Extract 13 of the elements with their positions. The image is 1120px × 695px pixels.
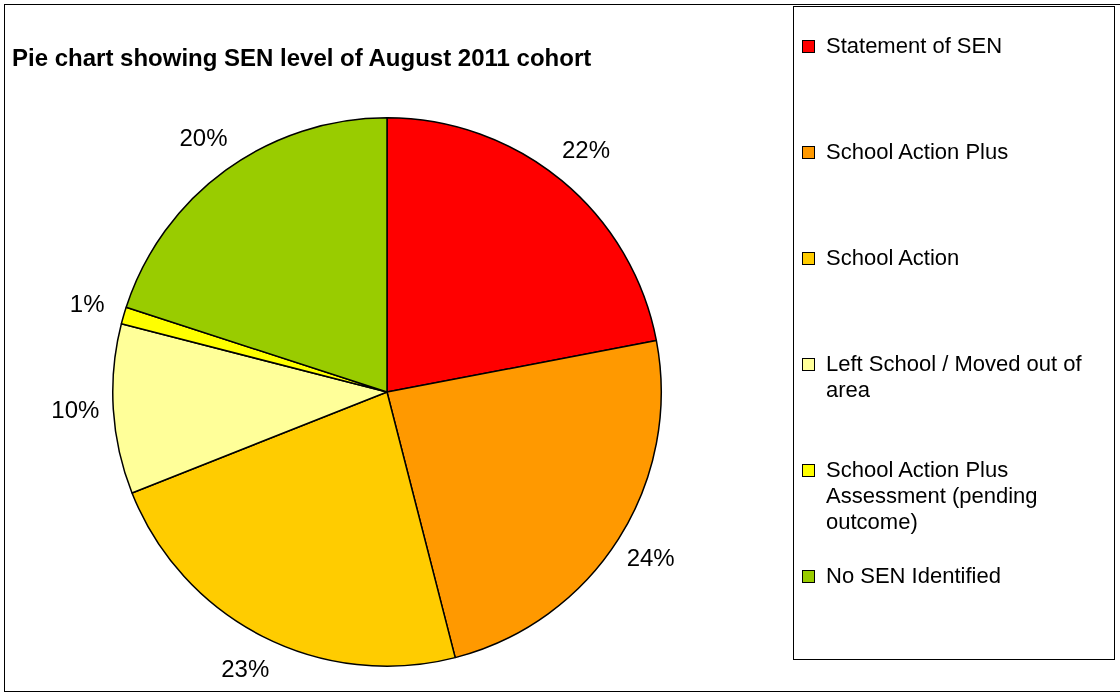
data-label: 23%	[221, 654, 270, 682]
data-label: 24%	[626, 543, 675, 571]
legend-label: Left School / Moved out of area	[826, 351, 1082, 402]
legend-label: No SEN Identified	[826, 563, 1001, 588]
data-label: 20%	[179, 124, 228, 152]
legend-label: School Action	[826, 245, 960, 270]
data-label: 22%	[562, 136, 611, 164]
data-label: 1%	[69, 289, 105, 317]
legend-label: School Action Plus Assessment (pending outcome)	[826, 457, 1038, 534]
text: Pie chart showing SEN level of August 2011 cohort	[12, 44, 592, 72]
legend-label: School Action Plus	[826, 139, 1009, 164]
data-label: 10%	[51, 396, 100, 424]
legend-label: Statement of SEN	[826, 33, 1003, 58]
